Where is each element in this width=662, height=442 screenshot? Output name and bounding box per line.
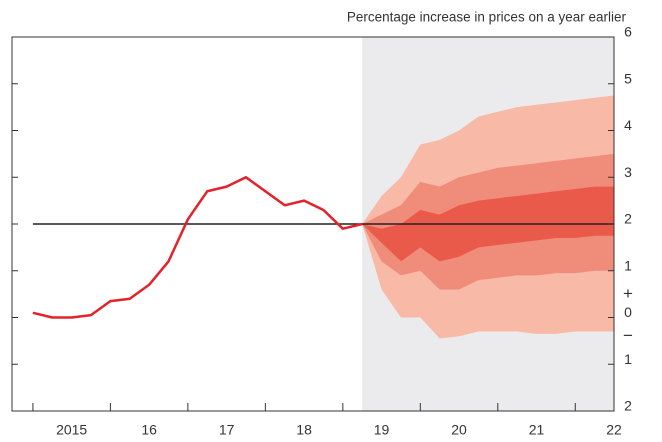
y-tick-label: 2 (624, 211, 632, 227)
y-tick-label: 2 (624, 398, 632, 414)
y-tick-label: 4 (624, 117, 632, 133)
x-tick-label: 20 (451, 422, 467, 438)
chart-title: Percentage increase in prices on a year … (347, 10, 627, 25)
y-tick-label: 1 (624, 351, 632, 367)
sign-label: + (623, 284, 633, 303)
x-tick-label: 16 (141, 422, 157, 438)
x-tick-label: 21 (529, 422, 545, 438)
y-tick-label: 6 (624, 24, 632, 40)
y-tick-label: 1 (624, 257, 632, 273)
x-tick-label: 17 (219, 422, 235, 438)
x-tick-label: 2015 (56, 422, 87, 438)
x-tick-label: 18 (296, 422, 312, 438)
y-tick-label: 5 (624, 70, 632, 86)
x-tick-label: 22 (606, 422, 622, 438)
y-tick-label: 3 (624, 164, 632, 180)
x-tick-label: 19 (374, 422, 390, 438)
sign-label: − (623, 326, 633, 345)
y-tick-label: 0 (624, 304, 632, 320)
data-line (32, 176, 363, 319)
